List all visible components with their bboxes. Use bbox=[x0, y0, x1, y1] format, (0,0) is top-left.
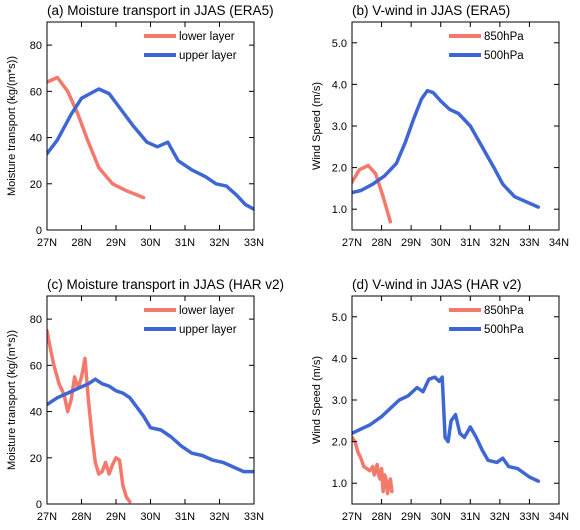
x-tick-label: 27N bbox=[342, 511, 362, 523]
y-tick-label: 40 bbox=[30, 133, 42, 145]
x-tick-label: 33N bbox=[519, 511, 539, 523]
y-tick-label: 40 bbox=[30, 407, 42, 419]
legend-label: 500hPa bbox=[484, 324, 524, 336]
y-tick-label: 1.0 bbox=[332, 204, 347, 216]
legend-label: 850hPa bbox=[484, 305, 524, 317]
series-line-upper-layer bbox=[47, 377, 254, 474]
x-tick-label: 28N bbox=[371, 511, 391, 523]
x-tick-label: 34N bbox=[549, 511, 569, 523]
x-tick-label: 31N bbox=[175, 511, 195, 523]
y-tick-label: 0 bbox=[36, 499, 42, 511]
x-tick-label: 27N bbox=[37, 237, 57, 249]
y-tick-label: 0 bbox=[36, 225, 42, 237]
y-tick-label: 20 bbox=[30, 453, 42, 465]
x-tick-label: 32N bbox=[490, 237, 510, 249]
x-tick-label: 32N bbox=[490, 511, 510, 523]
y-tick-label: 3.0 bbox=[332, 395, 347, 407]
legend-label: lower layer bbox=[179, 31, 235, 43]
x-tick-label: 27N bbox=[342, 237, 362, 249]
legend-label: upper layer bbox=[179, 50, 237, 62]
x-tick-label: 33N bbox=[519, 237, 539, 249]
legend-label: 500hPa bbox=[484, 50, 524, 62]
y-tick-label: 5.0 bbox=[332, 38, 347, 50]
x-tick-label: 28N bbox=[71, 511, 91, 523]
panel-0: 27N 28N 29N 30N 31N 32N 33N 0 20 40 60 80 (a) Moistu… bbox=[6, 3, 274, 249]
y-tick-label: 2.0 bbox=[332, 437, 347, 449]
y-tick-label: 60 bbox=[30, 86, 42, 98]
series-line-500hpa bbox=[352, 88, 541, 209]
panel-2: 27N 28N 29N 30N 31N 32N 33N 0 20 40 60 80 (c) Moistu… bbox=[6, 277, 284, 523]
series-line-lower-layer bbox=[47, 328, 132, 504]
series-line-850hpa bbox=[352, 435, 394, 496]
y-tick-label: 4.0 bbox=[332, 79, 347, 91]
y-tick-label: 80 bbox=[30, 40, 42, 52]
y-tick-label: 5.0 bbox=[332, 312, 347, 324]
y-axis-label: Wind Speed (m/s) bbox=[311, 356, 323, 444]
x-tick-label: 30N bbox=[431, 237, 451, 249]
series-line-upper-layer bbox=[47, 87, 254, 211]
x-tick-label: 33N bbox=[244, 511, 264, 523]
x-tick-label: 29N bbox=[106, 511, 126, 523]
x-tick-label: 30N bbox=[140, 511, 160, 523]
x-tick-label: 31N bbox=[175, 237, 195, 249]
y-tick-label: 60 bbox=[30, 360, 42, 372]
x-tick-label: 28N bbox=[71, 237, 91, 249]
panel-title: (c) Moisture transport in JJAS (HAR v2) bbox=[47, 277, 284, 292]
x-tick-label: 30N bbox=[140, 237, 160, 249]
x-tick-label: 27N bbox=[37, 511, 57, 523]
y-axis-label: Wind Speed (m/s) bbox=[311, 82, 323, 170]
y-tick-label: 20 bbox=[30, 179, 42, 191]
panel-title: (d) V-wind in JJAS (HAR v2) bbox=[352, 277, 522, 292]
y-tick-label: 3.0 bbox=[332, 121, 347, 133]
y-tick-label: 2.0 bbox=[332, 163, 347, 175]
x-tick-label: 29N bbox=[401, 511, 421, 523]
legend-label: 850hPa bbox=[484, 31, 524, 43]
panel-title: (b) V-wind in JJAS (ERA5) bbox=[352, 3, 510, 18]
x-tick-label: 33N bbox=[244, 237, 264, 249]
series-line-lower-layer bbox=[47, 75, 146, 200]
panel-1: 27N 28N 29N 30N 31N 32N 33N 34N 1.0 2.0 3.0 4.0 5.0 (… bbox=[311, 3, 569, 249]
y-axis-label: Moisture transport (kg/(m*s)) bbox=[6, 56, 18, 196]
x-tick-label: 29N bbox=[401, 237, 421, 249]
x-tick-label: 29N bbox=[106, 237, 126, 249]
y-axis-label: Moisture transport (kg/(m*s)) bbox=[6, 330, 18, 470]
x-tick-label: 31N bbox=[460, 511, 480, 523]
panel-3: 27N 28N 29N 30N 31N 32N 33N 34N 1.0 2.0 3.0 4.0 5.0 (… bbox=[311, 277, 569, 523]
x-tick-label: 31N bbox=[460, 237, 480, 249]
y-tick-label: 80 bbox=[30, 314, 42, 326]
x-tick-label: 32N bbox=[209, 237, 229, 249]
series-line-850hpa bbox=[352, 163, 393, 224]
series-line-500hpa bbox=[352, 375, 541, 483]
legend-label: lower layer bbox=[179, 305, 235, 317]
legend-label: upper layer bbox=[179, 324, 237, 336]
panel-title: (a) Moisture transport in JJAS (ERA5) bbox=[47, 3, 274, 18]
y-tick-label: 1.0 bbox=[332, 478, 347, 490]
y-tick-label: 4.0 bbox=[332, 353, 347, 365]
x-tick-label: 30N bbox=[431, 511, 451, 523]
x-tick-label: 32N bbox=[209, 511, 229, 523]
x-tick-label: 28N bbox=[371, 237, 391, 249]
x-tick-label: 34N bbox=[549, 237, 569, 249]
